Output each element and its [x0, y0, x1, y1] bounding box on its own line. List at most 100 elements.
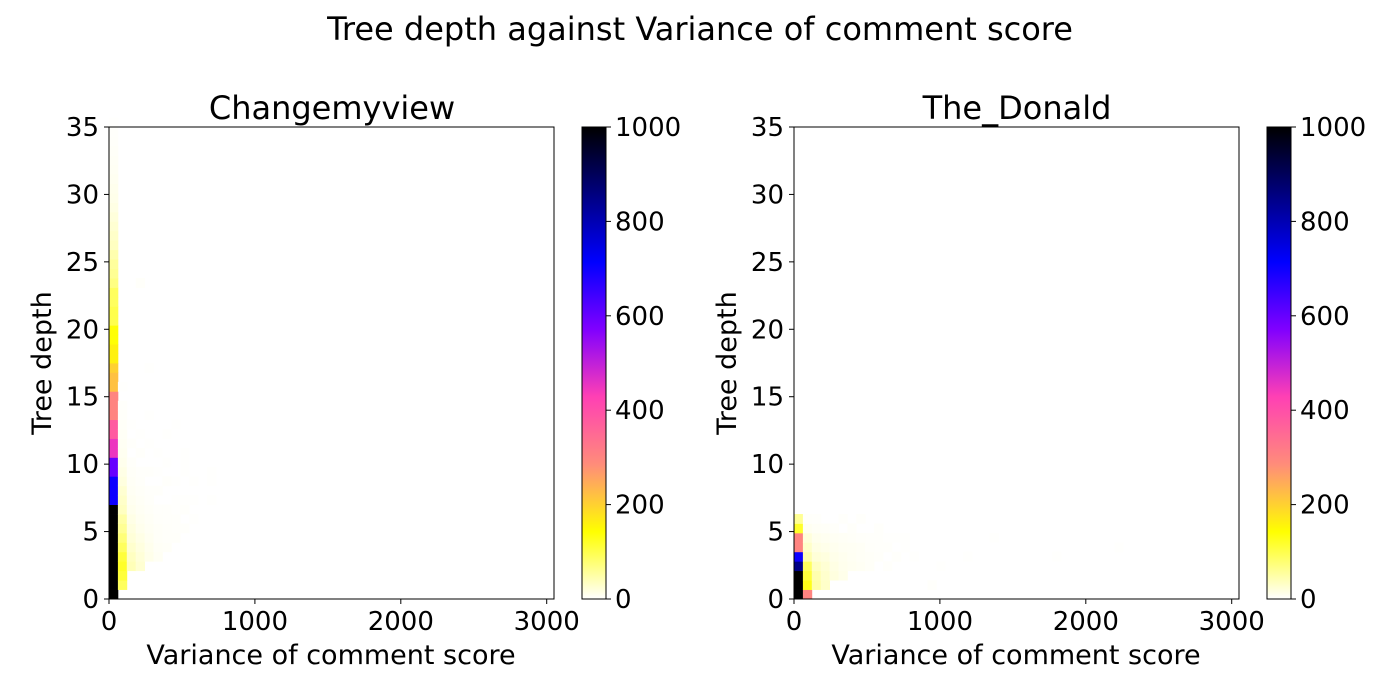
- heatmap-cell: [144, 485, 154, 496]
- heatmap-cell: [874, 551, 884, 562]
- heatmap-cell: [811, 570, 822, 581]
- heatmap-cell: [117, 457, 128, 468]
- heatmap-cell: [811, 542, 822, 553]
- heatmap-cell: [189, 514, 199, 524]
- heatmap-cell: [153, 523, 163, 534]
- heatmap-cell: [109, 306, 119, 317]
- heatmap-cell: [144, 495, 154, 505]
- x-axis-ticks: 0 1000 2000 3000: [101, 599, 580, 637]
- heatmap-cell: [126, 466, 137, 477]
- heatmap-cell: [180, 466, 190, 477]
- heatmap-cell: [794, 580, 804, 590]
- heatmap-cell: [135, 504, 145, 515]
- heatmap-cell: [144, 514, 154, 524]
- heatmap-cell: [144, 504, 154, 515]
- heatmap-cell: [900, 532, 911, 543]
- heatmap-cell: [109, 400, 119, 411]
- heatmap-cell: [820, 580, 830, 590]
- heatmap-cell: [900, 542, 911, 553]
- heatmap-cell: [109, 504, 119, 515]
- heatmap-cell: [117, 447, 128, 458]
- heatmap-cell: [856, 542, 866, 553]
- heatmap-cell: [1114, 542, 1124, 553]
- heatmap-cell: [829, 542, 839, 553]
- heatmap-cell: [847, 523, 857, 534]
- heatmap-cell: [109, 363, 119, 373]
- heatmap-cells: [794, 514, 1124, 600]
- heatmap-cell: [109, 145, 119, 156]
- y-tick-label: 30: [66, 180, 99, 210]
- heatmap-cell: [144, 410, 154, 421]
- heatmap-cell: [153, 514, 163, 524]
- heatmap-cell: [117, 495, 128, 505]
- heatmap-cell: [820, 570, 830, 581]
- heatmap-cell: [171, 495, 181, 505]
- colorbar-frame: [581, 126, 607, 600]
- heatmap-cell: [126, 457, 137, 468]
- heatmap-cell: [153, 485, 163, 496]
- colorbar-tick-label: 400: [1300, 396, 1350, 426]
- heatmap-cell: [874, 523, 884, 534]
- heatmap-cell: [109, 183, 119, 194]
- heatmap-cell: [171, 504, 181, 515]
- heatmap-cell: [109, 476, 119, 487]
- heatmap-cell: [891, 551, 902, 562]
- heatmap-cell: [109, 570, 119, 581]
- heatmap-cell: [811, 580, 822, 590]
- x-tick-label: 0: [786, 607, 803, 637]
- heatmap-cell: [856, 514, 866, 524]
- heatmap-cell: [109, 136, 119, 147]
- heatmap-cell: [883, 561, 893, 572]
- heatmap-cell: [126, 561, 137, 572]
- heatmap-cell: [109, 287, 119, 298]
- heatmap-cell: [883, 532, 893, 543]
- heatmap-cell: [829, 551, 839, 562]
- heatmap-cell: [162, 504, 172, 515]
- plot-frame: [793, 126, 1240, 600]
- heatmap-cell: [126, 504, 137, 515]
- heatmap-cell: [135, 476, 145, 487]
- heatmap-cell: [109, 315, 119, 326]
- heatmap-cell: [144, 363, 154, 373]
- heatmap-cell: [909, 551, 919, 562]
- heatmap-cell: [153, 466, 163, 477]
- heatmap-cell: [109, 429, 119, 439]
- x-tick-label: 2000: [368, 607, 434, 637]
- heatmap-cell: [109, 372, 119, 383]
- heatmap-cell: [144, 466, 154, 477]
- heatmap-cell: [811, 551, 822, 562]
- heatmap-cell: [180, 523, 190, 534]
- heatmap-cell: [847, 532, 857, 543]
- heatmap-cell: [171, 523, 181, 534]
- y-tick-label: 5: [82, 518, 99, 548]
- heatmap-cell: [153, 551, 163, 562]
- colorbar-tick-label: 600: [1300, 302, 1350, 332]
- y-tick-label: 25: [751, 248, 784, 278]
- heatmap-cell: [144, 532, 154, 543]
- heatmap-cell: [135, 495, 145, 505]
- y-tick-label: 20: [66, 315, 99, 345]
- colorbar-tick-label: 600: [615, 302, 665, 332]
- heatmap-cell: [1052, 551, 1062, 562]
- heatmap-cell: [109, 296, 119, 307]
- heatmap-cell: [162, 514, 172, 524]
- heatmap-cell: [802, 551, 813, 562]
- heatmap-cell: [109, 155, 119, 166]
- heatmap-cell: [802, 570, 813, 581]
- heatmap-cell: [811, 561, 822, 572]
- heatmap-cell: [794, 542, 804, 553]
- heatmap-cell: [180, 447, 190, 458]
- heatmap-cell: [109, 268, 119, 279]
- heatmap-cell: [936, 561, 946, 572]
- colorbar-gradient: [582, 127, 606, 599]
- heatmap-cell: [135, 561, 145, 572]
- heatmap-cell: [206, 466, 217, 477]
- heatmap-cell: [162, 523, 172, 534]
- heatmap-cell: [109, 221, 119, 232]
- heatmap-cell: [180, 504, 190, 515]
- heatmap-cell: [891, 532, 902, 543]
- heatmap-cell: [126, 532, 137, 543]
- heatmap-cell: [153, 447, 163, 458]
- heatmap-cell: [109, 542, 119, 553]
- heatmap-cell: [117, 570, 128, 581]
